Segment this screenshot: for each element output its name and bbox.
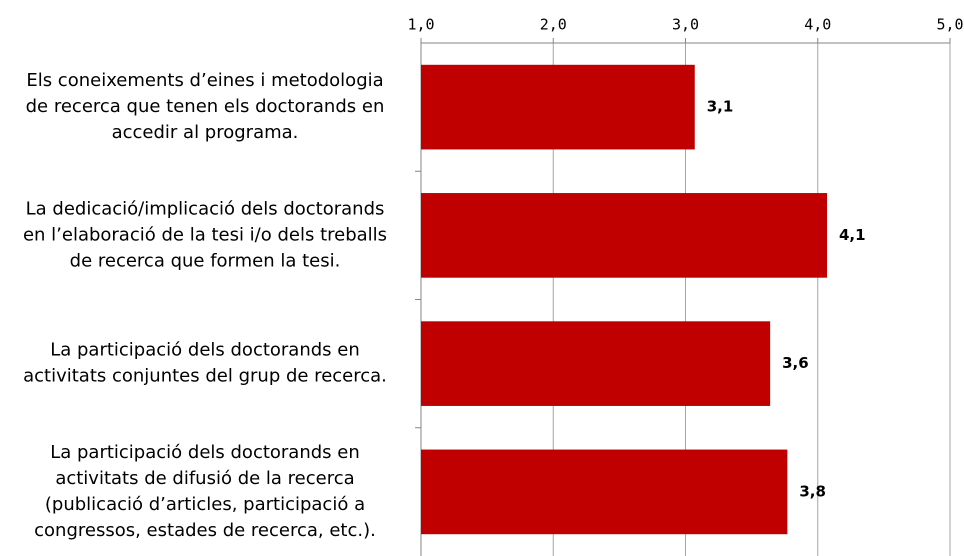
bar — [421, 321, 771, 406]
x-tick-label: 5,0 — [936, 16, 963, 34]
category-label: La participació dels doctorands en activi… — [23, 340, 387, 387]
category-label: La participació dels doctorands en activi… — [34, 442, 376, 541]
x-tick-label: 3,0 — [672, 16, 699, 34]
category-label: La dedicació/implicació dels doctorands e… — [23, 198, 387, 271]
value-label: 3,1 — [707, 98, 734, 116]
value-label: 3,6 — [782, 354, 809, 372]
category-label: Els coneixements d’eines i metodologia de… — [26, 70, 385, 143]
bar — [421, 449, 788, 535]
bar — [421, 193, 828, 278]
value-label: 4,1 — [839, 226, 866, 244]
x-tick-label: 4,0 — [804, 16, 831, 34]
value-label: 3,8 — [799, 482, 826, 500]
x-tick-label: 2,0 — [540, 16, 567, 34]
bar — [421, 64, 695, 150]
x-tick-label: 1,0 — [407, 16, 434, 34]
